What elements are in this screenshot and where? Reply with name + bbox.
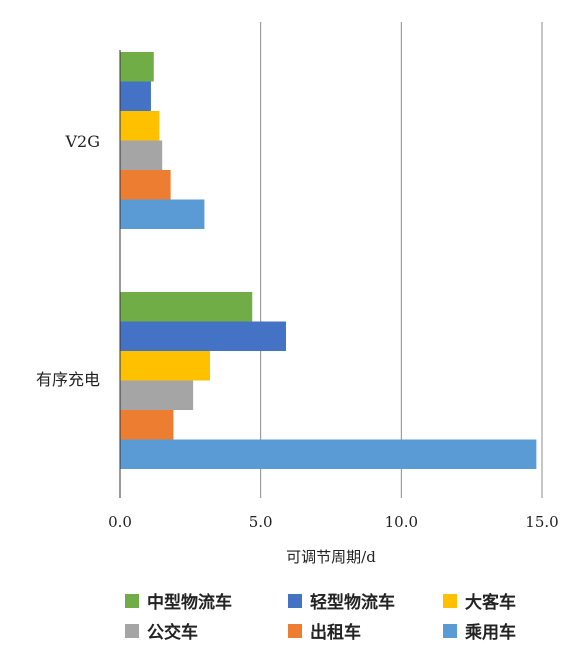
bar-1-3 — [120, 380, 194, 410]
x-tick-label: 10.0 — [385, 513, 418, 531]
bar-0-4 — [120, 170, 171, 200]
legend-label: 大客车 — [465, 593, 516, 613]
legend-swatch — [443, 623, 457, 638]
bar-1-2 — [120, 351, 211, 381]
x-tick-label: 0.0 — [108, 513, 132, 531]
bars — [120, 52, 537, 469]
category-labels: V2G 有序充电 — [36, 132, 100, 389]
legend-swatch — [443, 593, 457, 608]
legend-swatch — [125, 593, 139, 608]
legend-label: 乘用车 — [465, 623, 516, 643]
legend-label: 出租车 — [310, 623, 361, 643]
legend-item: 大客车 — [443, 588, 516, 613]
bar-1-1 — [120, 321, 286, 351]
bar-1-4 — [120, 410, 174, 440]
legend-item: 轻型物流车 — [288, 588, 395, 613]
legend-swatch — [288, 593, 302, 608]
legend-item: 公交车 — [125, 618, 198, 643]
bar-0-1 — [120, 81, 151, 111]
gridlines — [260, 22, 543, 498]
x-tick-label: 15.0 — [525, 513, 558, 531]
legend-label: 公交车 — [147, 623, 198, 643]
legend-item: 中型物流车 — [125, 588, 232, 613]
category-label: 有序充电 — [36, 370, 100, 389]
category-label: V2G — [64, 132, 100, 151]
x-tick-label: 5.0 — [249, 513, 273, 531]
legend: 中型物流车 轻型物流车 大客车公交车 出租车 乘用车 — [0, 585, 584, 645]
legend-label: 轻型物流车 — [310, 593, 395, 613]
legend-item: 乘用车 — [443, 618, 516, 643]
bar-chart: 0.0 5.0 10.0 15.0 V2G 有序充电 可调节周期/d — [36, 22, 559, 566]
bar-0-2 — [120, 111, 160, 141]
legend-label: 中型物流车 — [147, 593, 232, 613]
x-axis-title: 可调节周期/d — [286, 548, 376, 566]
x-tick-labels: 0.0 5.0 10.0 15.0 — [108, 513, 559, 531]
legend-swatch — [125, 623, 139, 638]
bar-0-0 — [120, 52, 154, 82]
bar-0-3 — [120, 140, 163, 170]
bar-1-0 — [120, 292, 253, 322]
legend-swatch — [288, 623, 302, 638]
bar-1-5 — [120, 439, 537, 469]
legend-item: 出租车 — [288, 618, 361, 643]
bar-0-5 — [120, 199, 205, 229]
